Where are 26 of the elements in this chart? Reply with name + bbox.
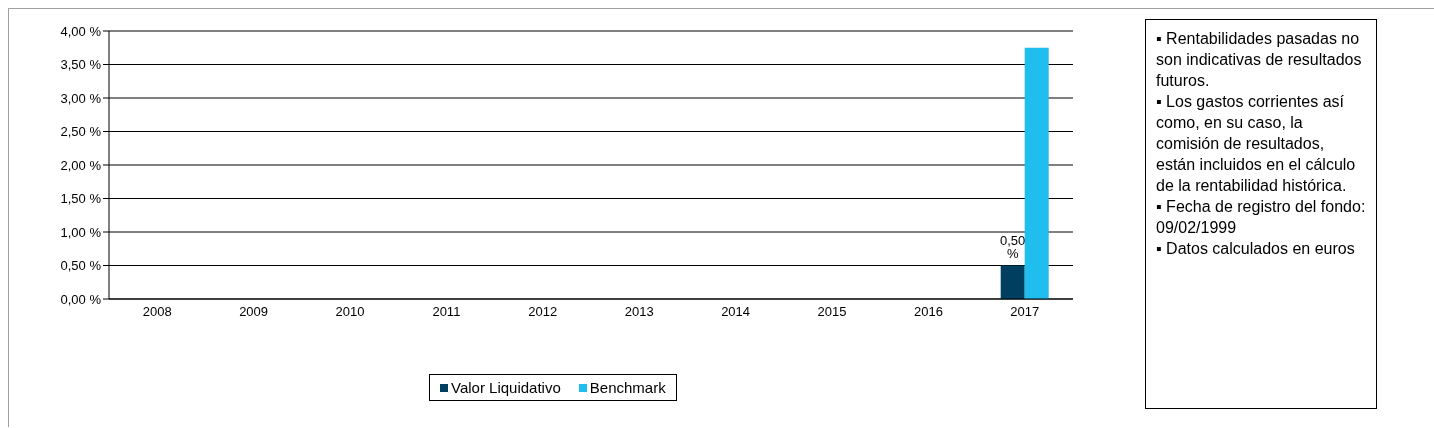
x-tick-label: 2014 (721, 304, 751, 320)
text: ▪ Rentabilidades pasadas no son indicativas de resultados futuros. (1156, 29, 1363, 91)
x-tick-label: 2013 (624, 304, 654, 320)
y-tick-label: 1,50 % (60, 191, 102, 207)
y-tick-label: 1,00 % (60, 224, 102, 240)
y-tick-label: 4,00 % (60, 23, 102, 39)
x-tick-label: 2017 (1010, 304, 1040, 320)
y-tick-label: 3,50 % (60, 57, 102, 73)
data-label: 0,50 % (1000, 232, 1026, 261)
x-tick-label: 2016 (913, 304, 943, 320)
legend-label: Benchmark (588, 379, 666, 396)
text: ▪ Datos calculados en euros (1156, 239, 1356, 259)
y-tick-label: 3,00 % (60, 90, 102, 106)
legend-label: Valor Liquidativo (450, 379, 561, 396)
text: ▪ Fecha de registro del fondo: 09/02/1999 (1156, 197, 1366, 238)
x-tick-label: 2015 (817, 304, 847, 320)
y-tick-label: 2,00 % (60, 157, 102, 173)
x-tick-label: 2008 (142, 304, 172, 320)
x-tick-label: 2011 (432, 304, 461, 320)
y-tick-label: 0,50 % (60, 258, 102, 274)
x-tick-label: 2010 (335, 304, 365, 320)
y-tick-label: 2,50 % (60, 124, 102, 140)
x-tick-label: 2009 (239, 304, 269, 320)
y-tick-label: 0,00 % (60, 291, 102, 307)
text: ▪ Los gastos corrientes así como, en su caso, la comisión de resultados, están incluidos en el cálculo de la rentabilidad histórica. (1156, 92, 1357, 196)
x-tick-label: 2012 (528, 304, 558, 320)
